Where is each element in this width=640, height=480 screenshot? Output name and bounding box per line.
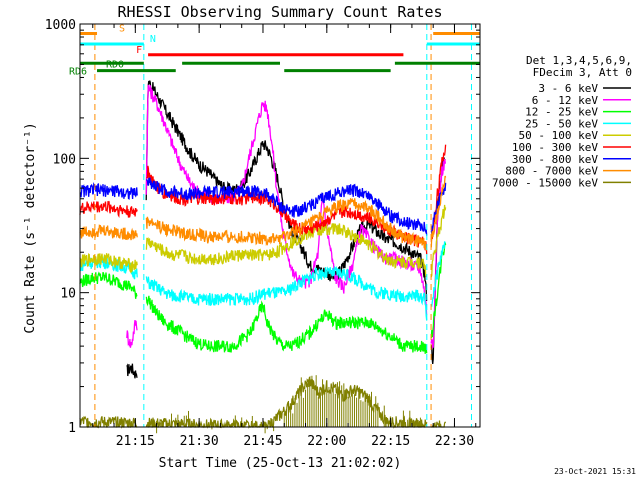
series-line-7	[79, 175, 447, 251]
x-tick-label: 21:45	[243, 434, 282, 449]
legend-label: 3 - 6 keV	[538, 82, 598, 95]
series-line-2	[79, 242, 447, 354]
x-tick-label: 22:30	[435, 434, 474, 449]
series-layer	[79, 80, 447, 434]
x-tick-label: 21:30	[180, 434, 219, 449]
x-tick-label: 22:15	[371, 434, 410, 449]
legend-label: 12 - 25 keV	[525, 106, 598, 119]
legend-label: 25 - 50 keV	[525, 117, 598, 130]
y-tick-label: 100	[53, 152, 76, 167]
x-tick-label: 21:15	[116, 434, 155, 449]
legend-label: 800 - 7000 keV	[505, 165, 598, 178]
y-tick-label: 1	[68, 421, 76, 436]
x-axis-label: Start Time (25-Oct-13 21:02:02)	[159, 456, 402, 471]
series-line-6	[79, 177, 447, 236]
flag-label: F	[136, 45, 142, 56]
flag-label: N	[150, 34, 156, 45]
series-line-4	[79, 204, 447, 278]
legend: Det 1,3,4,5,6,9,FDecim 3, Att 0 3 - 6 keV…	[492, 54, 632, 189]
flags-layer: S NF RD0 RD6	[69, 23, 480, 78]
y-axis-label: Count Rate (s⁻¹ detector⁻¹)	[23, 122, 38, 333]
legend-header-line: Det 1,3,4,5,6,9,	[526, 54, 632, 67]
legend-label: 50 - 100 keV	[519, 129, 599, 142]
x-tick-label: 22:00	[307, 434, 346, 449]
axes-layer: 1 10 100 1000 21:15 21:30 21:45 22:00 22:15 22:30	[45, 18, 481, 449]
legend-label: 6 - 12 keV	[532, 94, 599, 107]
legend-label: 100 - 300 keV	[512, 141, 598, 154]
y-tick-label: 1000	[45, 18, 76, 33]
legend-header-line: FDecim 3, Att 0	[533, 66, 632, 79]
y-tick-label: 10	[60, 287, 76, 302]
flag-label: RD6	[69, 67, 87, 78]
chart-title: RHESSI Observing Summary Count Rates	[117, 3, 442, 21]
legend-label: 7000 - 15000 keV	[492, 176, 598, 189]
marker-lines	[94, 24, 472, 427]
timestamp: 23-Oct-2021 15:31	[554, 467, 636, 476]
flag-label: S	[119, 23, 125, 34]
plot-frame	[79, 23, 481, 428]
legend-label: 300 - 800 keV	[512, 153, 598, 166]
flag-label: RD0	[106, 59, 124, 70]
